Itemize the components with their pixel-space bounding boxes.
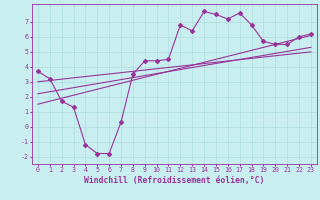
- X-axis label: Windchill (Refroidissement éolien,°C): Windchill (Refroidissement éolien,°C): [84, 176, 265, 185]
